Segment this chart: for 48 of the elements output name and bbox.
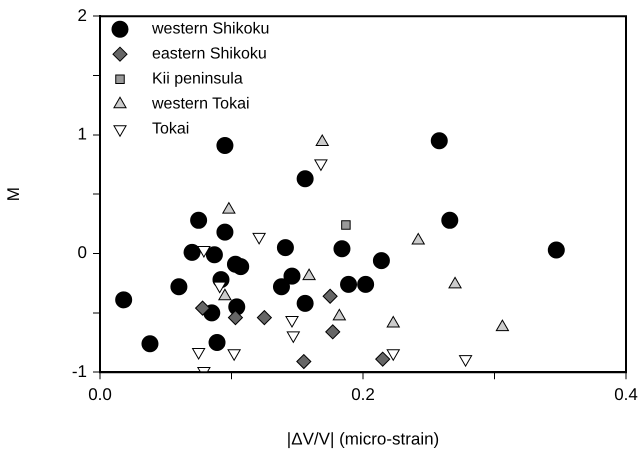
point [228,310,243,326]
x-axis-title: |ΔV/V| (micro-strain) [286,429,440,448]
point [441,212,458,229]
point [195,300,210,316]
point [115,291,132,308]
point [340,276,358,293]
point [357,276,374,293]
point [333,240,350,258]
point [216,137,234,154]
x-tick-label: 0.0 [88,385,112,404]
point [252,232,266,244]
point [296,354,312,370]
legend-label: Kii peninsula [152,70,243,88]
point [314,159,328,171]
point [496,320,509,332]
point [325,324,340,340]
x-tick-label: 0.2 [351,385,375,404]
y-tick-label: 2 [78,6,87,25]
point [256,310,272,326]
point [548,241,565,258]
y-tick-label: -1 [72,362,87,381]
point [283,268,300,285]
legend-label: Tokai [152,120,190,138]
y-tick-label: 0 [78,243,87,262]
point [375,352,390,367]
point [190,212,208,229]
point [296,170,314,188]
point [197,246,210,258]
x-tick-label: 0.4 [614,385,638,404]
point [322,288,338,304]
point [372,252,390,270]
point [141,335,158,352]
point [184,244,201,261]
point [170,278,188,296]
point [206,246,223,264]
point [386,316,400,328]
point [216,224,234,241]
legend-label: western Shikoku [151,20,270,38]
point [272,278,290,296]
point [296,294,314,312]
point [208,334,226,352]
point [276,239,294,256]
y-axis-title: M [4,187,23,202]
legend-label: eastern Shikoku [152,46,267,63]
y-tick-label: 1 [78,124,87,144]
point [341,220,351,230]
point [430,132,448,150]
legend-label: western Tokai [151,96,250,113]
